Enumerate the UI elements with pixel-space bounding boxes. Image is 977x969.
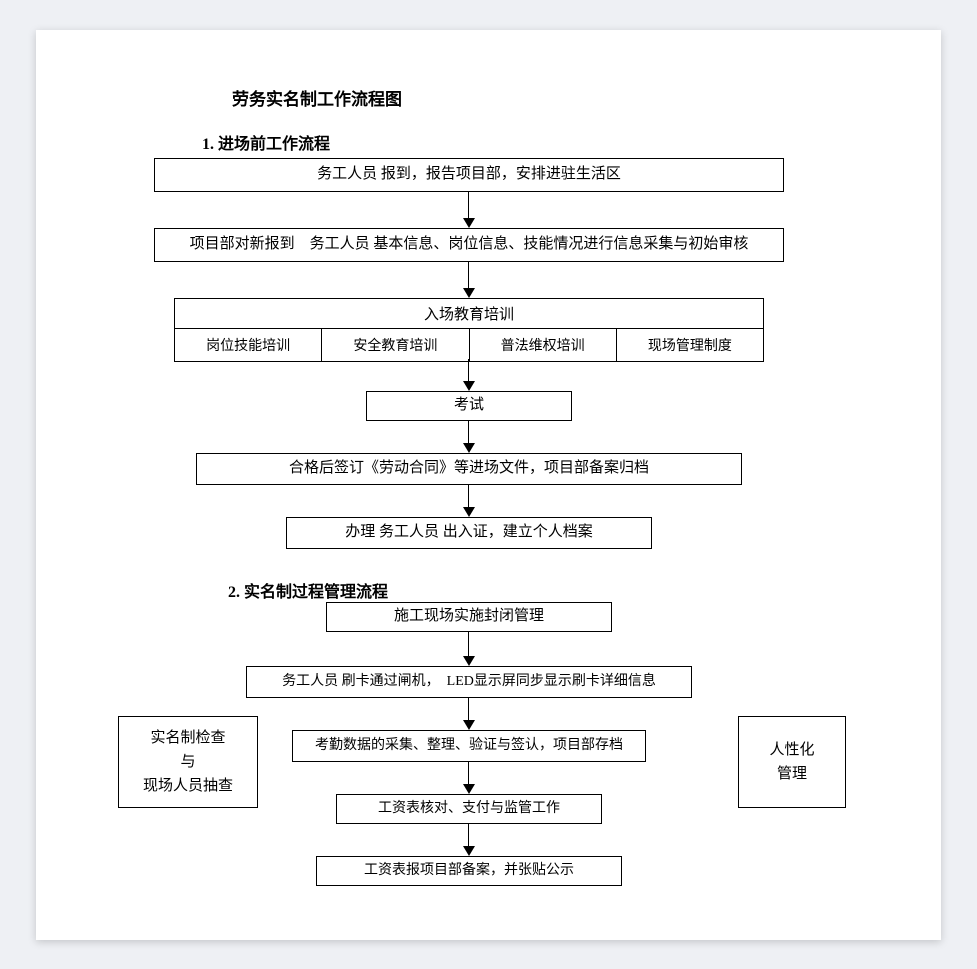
arrowhead-1 — [463, 218, 475, 228]
arrowhead-4 — [463, 443, 475, 453]
arrowhead-7 — [463, 720, 475, 730]
arrowhead-6 — [463, 656, 475, 666]
arrow-3 — [468, 359, 469, 381]
viewport-background: 劳务实名制工作流程图 1. 进场前工作流程 务工人员 报到，报告项目部，安排进驻… — [0, 0, 977, 969]
training-cell-1: 岗位技能培训 — [175, 329, 322, 361]
arrowhead-8 — [463, 784, 475, 794]
node-training-group: 入场教育培训 岗位技能培训 安全教育培训 普法维权培训 现场管理制度 — [174, 298, 764, 362]
arrow-9 — [468, 824, 469, 846]
training-row: 岗位技能培训 安全教育培训 普法维权培训 现场管理制度 — [175, 329, 763, 361]
node-contract: 合格后签订《劳动合同》等进场文件，项目部备案归档 — [196, 453, 742, 485]
node-wage-check: 工资表核对、支付与监管工作 — [336, 794, 602, 824]
section-1-heading: 1. 进场前工作流程 — [202, 130, 330, 154]
arrow-5 — [468, 485, 469, 507]
document-page: 劳务实名制工作流程图 1. 进场前工作流程 务工人员 报到，报告项目部，安排进驻… — [36, 30, 941, 940]
section-2-heading: 2. 实名制过程管理流程 — [228, 578, 388, 602]
arrow-6 — [468, 632, 469, 656]
arrow-2 — [468, 262, 469, 288]
node-id-card: 办理 务工人员 出入证，建立个人档案 — [286, 517, 652, 549]
arrowhead-9 — [463, 846, 475, 856]
training-cell-4: 现场管理制度 — [617, 329, 763, 361]
side-box-right: 人性化 管理 — [738, 716, 846, 808]
arrowhead-3 — [463, 381, 475, 391]
node-report-in: 务工人员 报到，报告项目部，安排进驻生活区 — [154, 158, 784, 192]
node-wage-report: 工资表报项目部备案，并张贴公示 — [316, 856, 622, 886]
training-header: 入场教育培训 — [175, 299, 763, 329]
training-cell-2: 安全教育培训 — [322, 329, 469, 361]
arrow-7 — [468, 698, 469, 720]
node-info-collect: 项目部对新报到 务工人员 基本信息、岗位信息、技能情况进行信息采集与初始审核 — [154, 228, 784, 262]
page-title: 劳务实名制工作流程图 — [232, 85, 402, 110]
node-attendance: 考勤数据的采集、整理、验证与签认，项目部存档 — [292, 730, 646, 762]
arrow-8 — [468, 762, 469, 784]
arrow-1 — [468, 192, 469, 218]
node-exam: 考试 — [366, 391, 572, 421]
side-box-left: 实名制检查 与 现场人员抽查 — [118, 716, 258, 808]
training-cell-3: 普法维权培训 — [470, 329, 617, 361]
node-closed-mgmt: 施工现场实施封闭管理 — [326, 602, 612, 632]
node-swipe-led: 务工人员 刷卡通过闸机， LED显示屏同步显示刷卡详细信息 — [246, 666, 692, 698]
arrowhead-5 — [463, 507, 475, 517]
arrowhead-2 — [463, 288, 475, 298]
arrow-4 — [468, 421, 469, 443]
